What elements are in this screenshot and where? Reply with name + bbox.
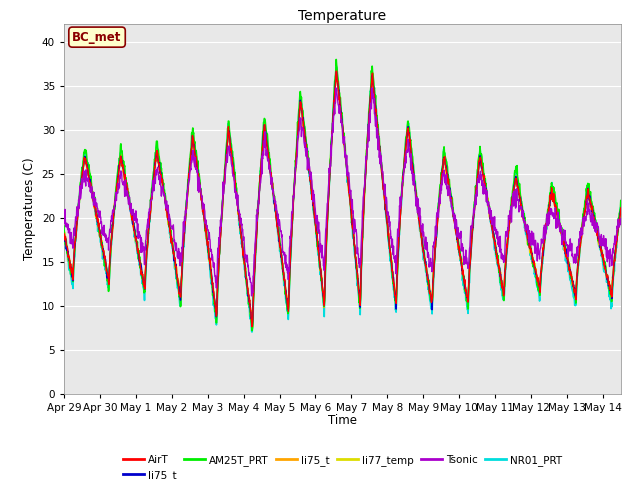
Title: Temperature: Temperature bbox=[298, 9, 387, 23]
Text: BC_met: BC_met bbox=[72, 31, 122, 44]
Y-axis label: Temperatures (C): Temperatures (C) bbox=[23, 157, 36, 260]
Legend: AirT, li75_t, AM25T_PRT, li75_t, li77_temp, Tsonic, NR01_PRT: AirT, li75_t, AM25T_PRT, li75_t, li77_te… bbox=[119, 451, 566, 480]
X-axis label: Time: Time bbox=[328, 414, 357, 427]
